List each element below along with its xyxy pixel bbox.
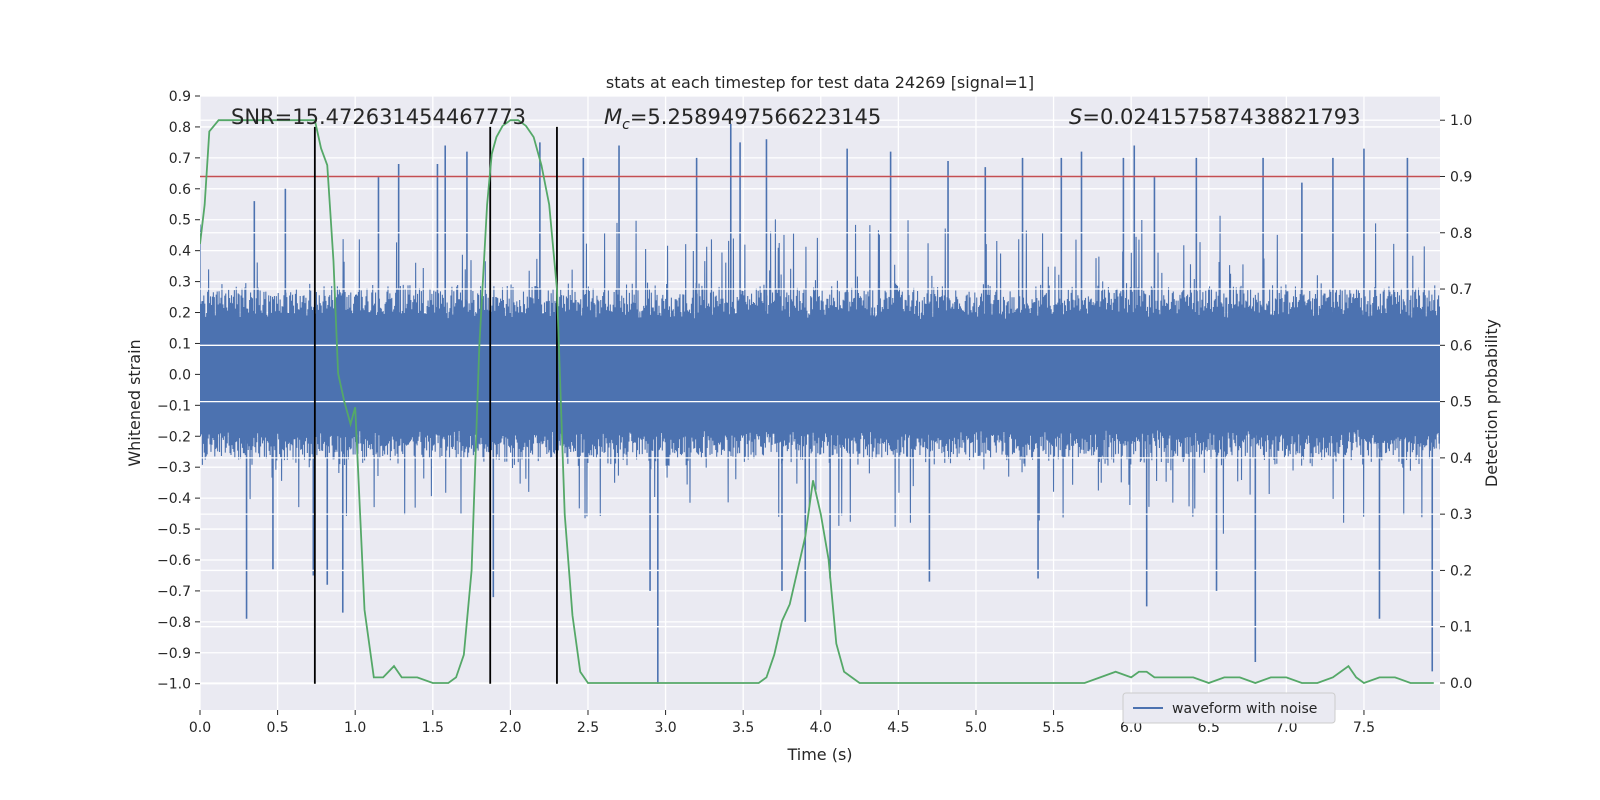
y-tick-label: 0.3	[169, 275, 191, 291]
x-tick-label: 4.0	[810, 720, 832, 736]
y2-tick-label: 0.8	[1450, 226, 1472, 242]
s-annotation: S=0.024157587438821793	[1069, 105, 1360, 129]
y-tick-label: 0.8	[169, 120, 191, 136]
y2-tick-label: 0.2	[1450, 563, 1472, 579]
x-tick-label: 1.5	[422, 720, 444, 736]
y-tick-label: −0.2	[157, 429, 191, 445]
y2-tick-label: 0.9	[1450, 169, 1472, 185]
x-tick-label: 2.0	[499, 720, 521, 736]
y-tick-label: −0.7	[157, 584, 191, 600]
y-tick-label: 0.1	[169, 336, 191, 352]
x-tick-label: 4.5	[887, 720, 909, 736]
y-tick-label: 0.9	[169, 89, 191, 105]
y2-tick-label: 0.6	[1450, 338, 1472, 354]
y2-tick-label: 0.4	[1450, 451, 1472, 467]
y-tick-label: −0.3	[157, 460, 191, 476]
y2-tick-label: 0.0	[1450, 676, 1472, 692]
x-axis-label: Time (s)	[786, 745, 852, 764]
y2-tick-label: 0.7	[1450, 282, 1472, 298]
detection-probability-line	[200, 119, 1434, 684]
axes-layer: 0.0 0.5 1.0 1.5 2.0 2.5 3.0 3.5 4.0 4.5 5.0 5.5 6.0 6…	[157, 89, 1472, 736]
y-tick-label: −0.5	[157, 522, 191, 538]
overlay-layer	[200, 119, 1440, 684]
x-tick-label: 5.0	[965, 720, 987, 736]
chart-title: stats at each timestep for test data 242…	[606, 73, 1034, 92]
legend-box	[1122, 692, 1336, 724]
y-tick-label: −0.9	[157, 646, 191, 662]
waveform-trace	[200, 215, 1440, 534]
x-tick-label: 2.5	[577, 720, 599, 736]
snr-annotation: SNR=15.472631454467773	[231, 105, 526, 129]
y2-tick-label: 0.5	[1450, 395, 1472, 411]
x-tick-label: 7.5	[1353, 720, 1375, 736]
x-tick-label: 7.0	[1275, 720, 1297, 736]
y2-tick-label: 0.1	[1450, 620, 1472, 636]
x-tick-label: 1.0	[344, 720, 366, 736]
x-tick-label: 3.5	[732, 720, 754, 736]
x-tick-label: 5.5	[1042, 720, 1064, 736]
y-tick-label: 0.2	[169, 306, 191, 322]
y-tick-label: 0.5	[169, 213, 191, 229]
x-tick-label: 0.0	[189, 720, 211, 736]
legend-label-waveform: waveform with noise	[1172, 701, 1317, 717]
legend: waveform with noise	[1122, 692, 1336, 724]
y-tick-label: −0.1	[157, 398, 191, 414]
x-tick-label: 6.0	[1120, 720, 1142, 736]
y-axis-label: Whitened strain	[125, 339, 144, 466]
y2-axis-label: Detection probability	[1482, 319, 1501, 487]
x-tick-label: 6.5	[1198, 720, 1220, 736]
y2-tick-label: 0.3	[1450, 507, 1472, 523]
y-tick-label: 0.4	[169, 244, 191, 260]
y-tick-label: 0.7	[169, 151, 191, 167]
chirp-mass-annotation: Mc=5.2589497566223145	[604, 105, 881, 133]
x-tick-label: 0.5	[266, 720, 288, 736]
y-tick-label: 0.6	[169, 182, 191, 198]
x-tick-label: 3.0	[654, 720, 676, 736]
y-tick-label: −0.6	[157, 553, 191, 569]
y-tick-label: −1.0	[157, 677, 191, 693]
y2-tick-label: 1.0	[1450, 113, 1472, 129]
y-tick-label: −0.8	[157, 615, 191, 631]
y-tick-label: 0.0	[169, 367, 191, 383]
y-tick-label: −0.4	[157, 491, 191, 507]
series-layer	[200, 123, 1440, 684]
